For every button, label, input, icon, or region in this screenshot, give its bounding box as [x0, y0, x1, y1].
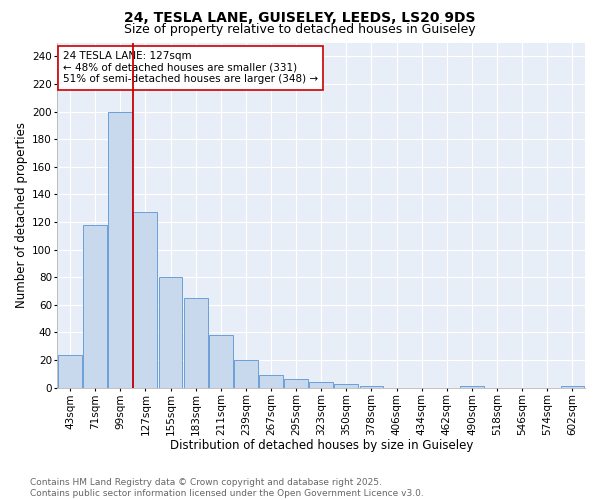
Text: Contains HM Land Registry data © Crown copyright and database right 2025.
Contai: Contains HM Land Registry data © Crown c… — [30, 478, 424, 498]
Bar — [158, 277, 182, 388]
Bar — [334, 384, 358, 388]
Text: 24, TESLA LANE, GUISELEY, LEEDS, LS20 9DS: 24, TESLA LANE, GUISELEY, LEEDS, LS20 9D… — [124, 11, 476, 25]
Bar — [460, 386, 484, 388]
Y-axis label: Number of detached properties: Number of detached properties — [15, 122, 28, 308]
Bar — [184, 298, 208, 388]
Bar — [259, 375, 283, 388]
Bar — [109, 112, 132, 388]
X-axis label: Distribution of detached houses by size in Guiseley: Distribution of detached houses by size … — [170, 440, 473, 452]
Bar — [359, 386, 383, 388]
Bar — [310, 382, 333, 388]
Text: 24 TESLA LANE: 127sqm
← 48% of detached houses are smaller (331)
51% of semi-det: 24 TESLA LANE: 127sqm ← 48% of detached … — [63, 51, 318, 84]
Bar — [560, 386, 584, 388]
Bar — [284, 380, 308, 388]
Bar — [209, 335, 233, 388]
Bar — [58, 354, 82, 388]
Text: Size of property relative to detached houses in Guiseley: Size of property relative to detached ho… — [124, 22, 476, 36]
Bar — [133, 212, 157, 388]
Bar — [234, 360, 258, 388]
Bar — [83, 224, 107, 388]
